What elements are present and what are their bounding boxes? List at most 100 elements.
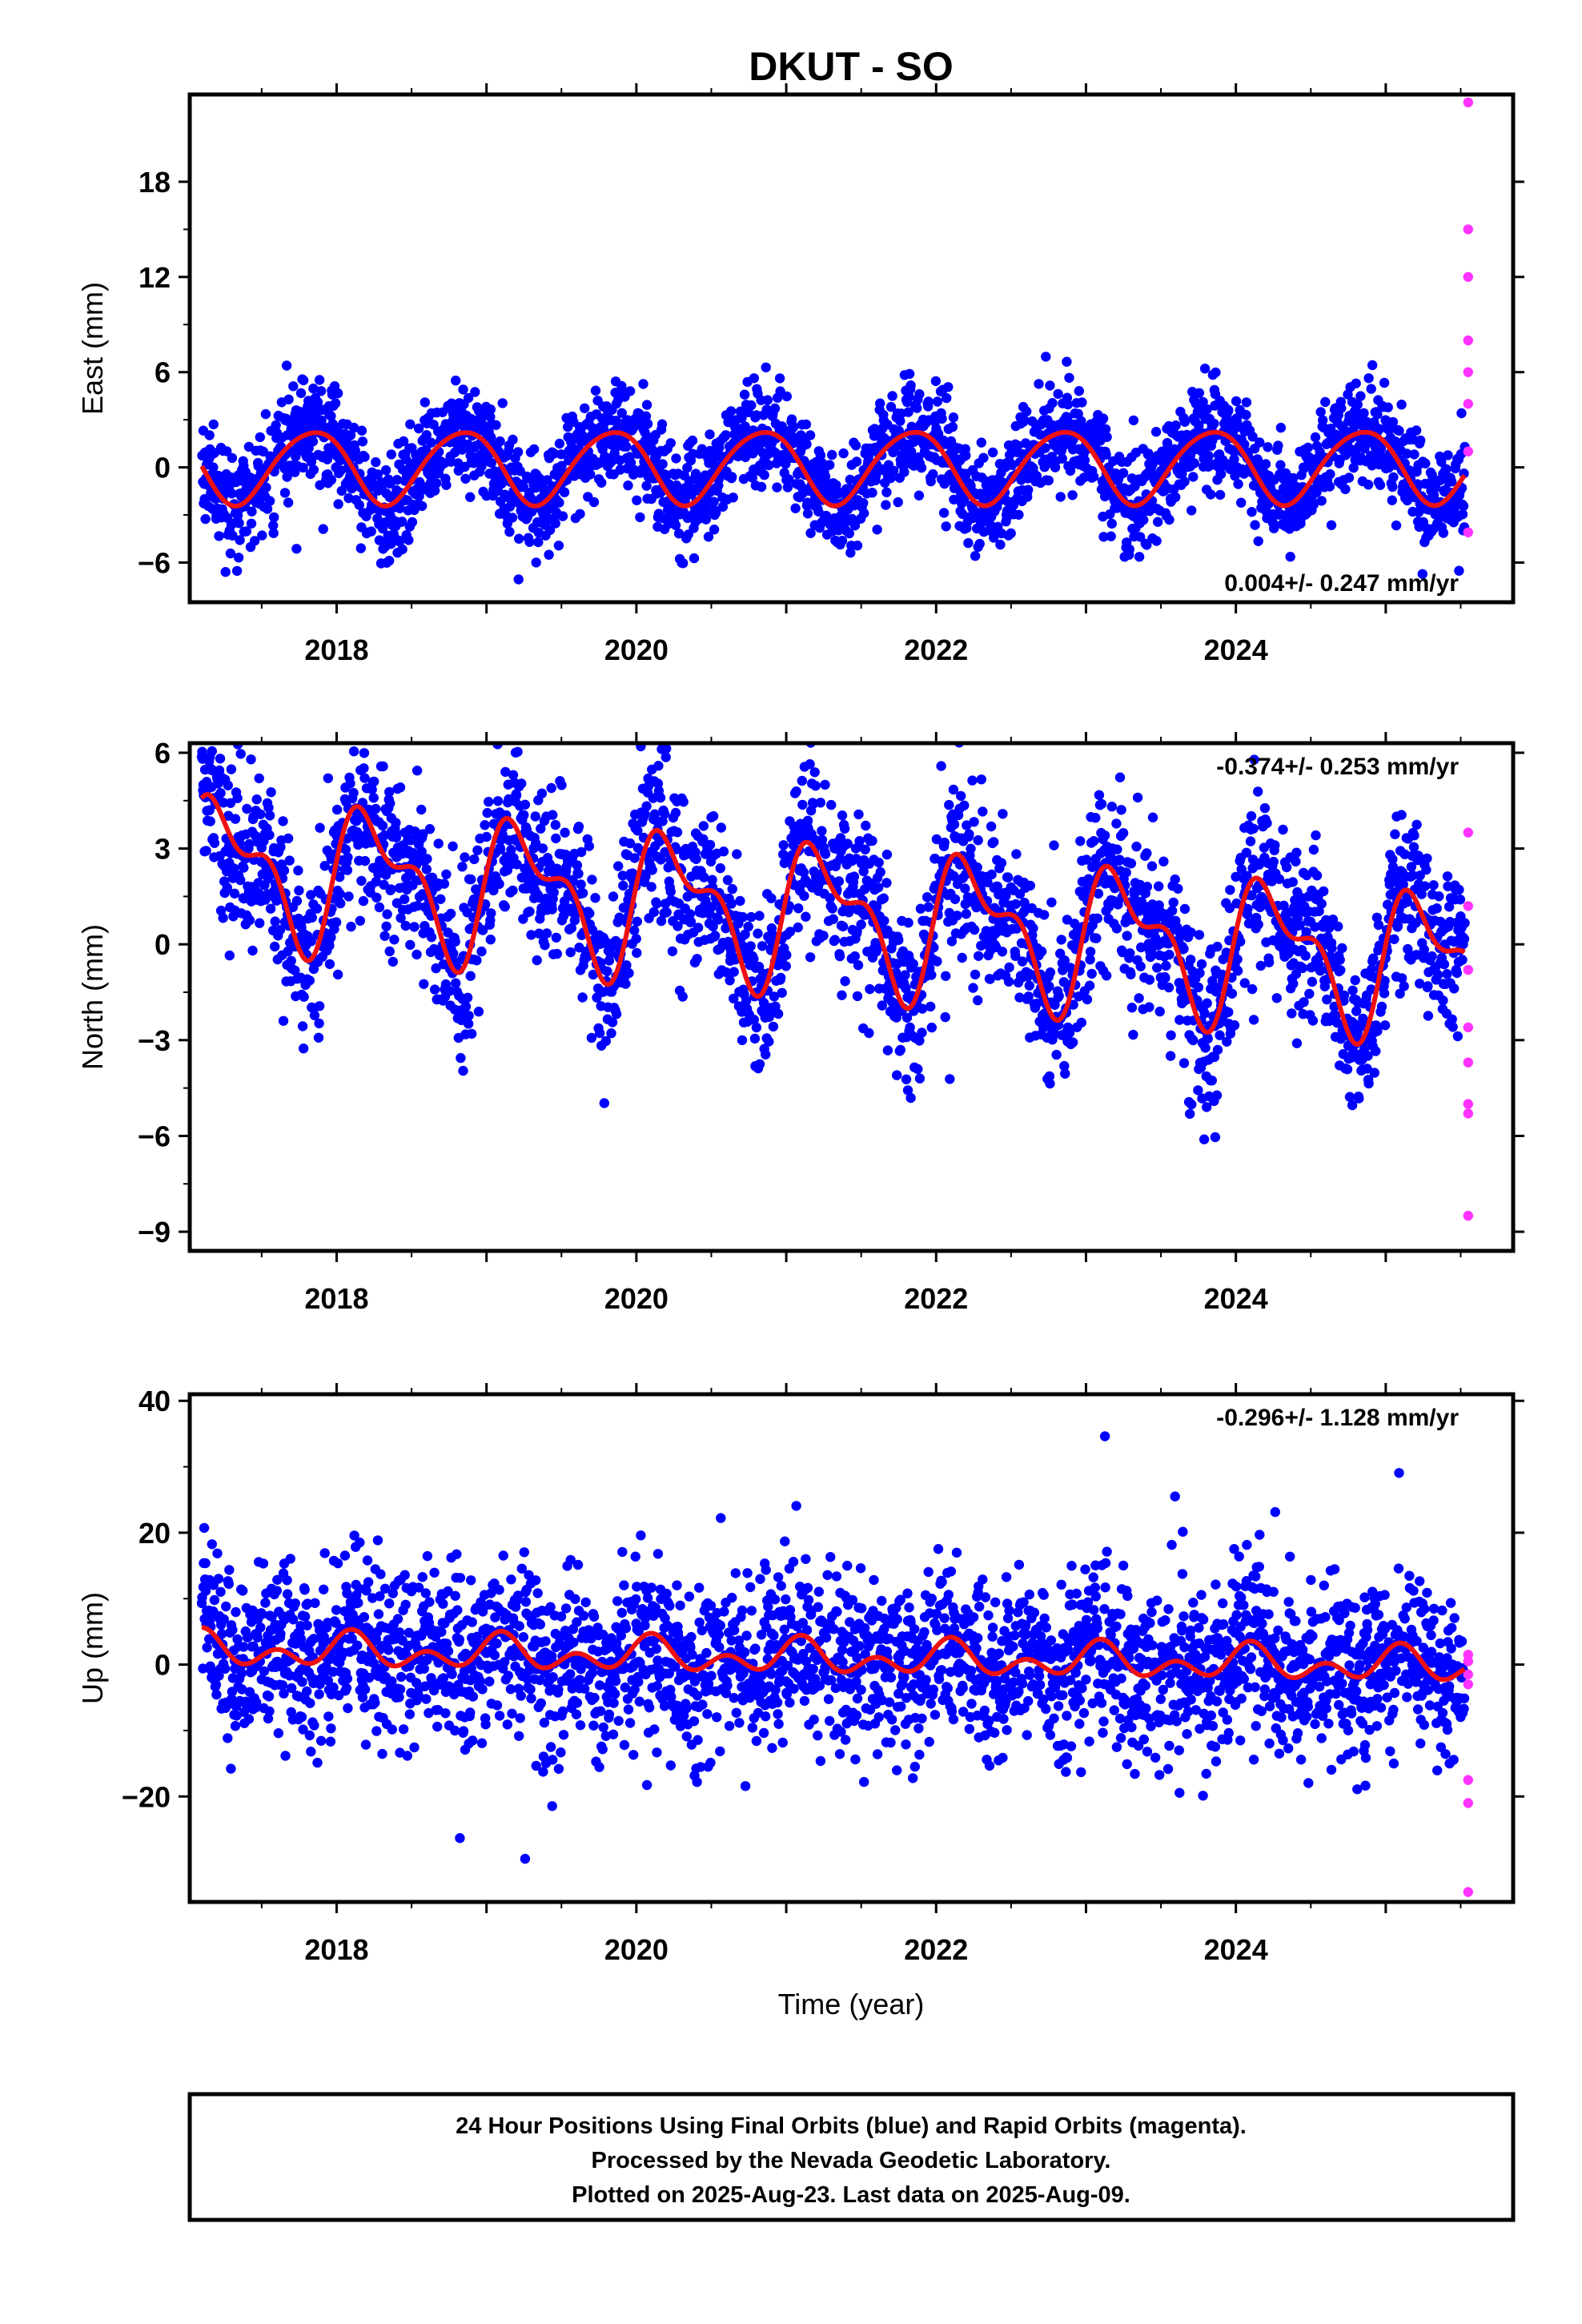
final-orbit-point <box>641 400 652 410</box>
final-orbit-point <box>242 803 252 814</box>
final-orbit-point <box>1039 910 1050 920</box>
final-orbit-point <box>747 472 757 483</box>
final-orbit-point <box>624 967 634 979</box>
final-orbit-point <box>500 766 511 778</box>
final-orbit-point <box>1431 482 1441 493</box>
final-orbit-point <box>1051 1049 1062 1060</box>
final-orbit-point <box>249 536 260 546</box>
final-orbit-point <box>788 422 799 432</box>
final-orbit-point <box>1178 943 1189 955</box>
final-orbit-point <box>588 497 600 508</box>
final-orbit-point <box>416 846 427 857</box>
final-orbit-point <box>640 809 650 819</box>
final-orbit-point <box>558 911 569 921</box>
final-orbit-point <box>1006 528 1016 539</box>
final-orbit-point <box>290 965 300 976</box>
final-orbit-point <box>773 1008 784 1019</box>
final-orbit-point <box>764 1036 774 1047</box>
final-orbit-point <box>678 558 689 569</box>
final-orbit-point <box>1059 955 1070 966</box>
final-orbit-point <box>746 400 757 411</box>
final-orbit-point <box>1411 425 1422 436</box>
final-orbit-point <box>384 556 395 566</box>
final-orbit-point <box>956 790 966 802</box>
final-orbit-point <box>420 397 430 408</box>
final-orbit-point <box>917 1003 928 1014</box>
final-orbit-point <box>235 875 246 886</box>
final-orbit-point <box>416 804 427 815</box>
final-orbit-point <box>445 456 456 467</box>
final-orbit-point <box>629 853 640 863</box>
final-orbit-point <box>482 807 492 818</box>
final-orbit-point <box>357 436 368 447</box>
final-orbit-point <box>961 909 972 919</box>
final-orbit-point <box>565 947 576 958</box>
final-orbit-point <box>368 793 379 803</box>
final-orbit-point <box>208 419 219 430</box>
final-orbit-point <box>576 846 587 858</box>
final-orbit-point <box>1158 856 1169 866</box>
final-orbit-point <box>1083 874 1094 884</box>
final-orbit-point <box>230 814 241 824</box>
final-orbit-point <box>326 475 337 485</box>
final-orbit-point <box>556 460 567 471</box>
final-orbit-point <box>1053 388 1063 400</box>
final-orbit-point <box>805 528 816 538</box>
final-orbit-point <box>743 921 753 932</box>
final-orbit-point <box>520 799 531 810</box>
final-orbit-point <box>872 525 882 535</box>
final-orbit-point <box>1142 848 1152 858</box>
final-orbit-point <box>246 518 257 529</box>
final-orbit-point <box>1147 812 1158 822</box>
final-orbit-point <box>1057 453 1068 464</box>
final-orbit-point <box>761 1049 771 1060</box>
final-orbit-point <box>378 761 388 772</box>
final-orbit-point <box>1188 1035 1199 1046</box>
final-orbit-point <box>1200 1043 1211 1053</box>
final-orbit-point <box>316 415 327 425</box>
final-orbit-point <box>355 915 365 927</box>
final-orbit-point <box>827 903 837 914</box>
final-orbit-point <box>1339 424 1350 435</box>
final-orbit-point <box>621 441 632 452</box>
final-orbit-point <box>1081 854 1092 865</box>
final-orbit-point <box>1111 818 1122 829</box>
final-orbit-point <box>355 543 366 553</box>
final-orbit-point <box>586 1032 597 1043</box>
final-orbit-point <box>258 446 269 457</box>
rapid-orbit-point <box>1463 367 1474 377</box>
final-orbit-point <box>524 537 535 547</box>
final-orbit-point <box>585 469 596 480</box>
final-orbit-point <box>865 983 875 995</box>
final-orbit-point <box>218 913 228 923</box>
final-orbit-point <box>1089 836 1099 846</box>
final-orbit-point <box>1260 459 1271 469</box>
final-orbit-point <box>557 511 568 521</box>
final-orbit-point <box>1182 429 1192 440</box>
final-orbit-point <box>1211 367 1221 378</box>
final-orbit-point <box>1318 415 1328 425</box>
final-orbit-point <box>235 535 245 545</box>
final-orbit-point <box>1132 792 1143 803</box>
final-orbit-point <box>685 909 696 919</box>
final-orbit-point <box>732 849 742 859</box>
final-orbit-point <box>972 862 982 873</box>
final-orbit-point <box>1428 490 1439 501</box>
final-orbit-point <box>709 497 719 507</box>
final-orbit-point <box>371 456 381 468</box>
final-orbit-point <box>721 967 732 978</box>
final-orbit-point <box>850 440 861 451</box>
final-orbit-point <box>225 798 236 808</box>
final-orbit-point <box>941 971 951 982</box>
final-orbit-point <box>426 932 437 943</box>
final-orbit-point <box>914 1035 925 1046</box>
final-orbit-point <box>652 899 662 909</box>
final-orbit-point <box>1135 961 1146 971</box>
final-orbit-point <box>1186 955 1196 965</box>
final-orbit-point <box>840 976 850 987</box>
final-orbit-point <box>204 430 215 440</box>
final-orbit-point <box>359 773 370 783</box>
final-orbit-point <box>391 818 401 828</box>
final-orbit-point <box>332 388 343 399</box>
